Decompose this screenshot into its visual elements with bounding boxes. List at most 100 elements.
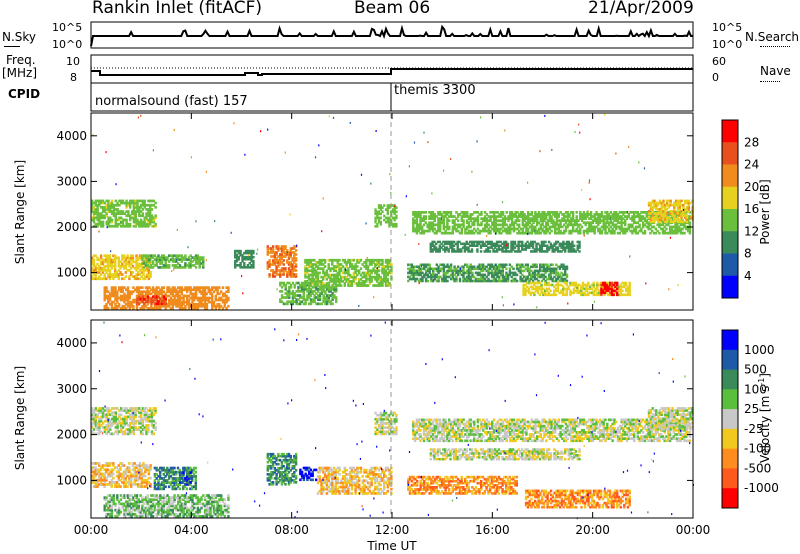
- heatmap-cell: [670, 227, 674, 231]
- heatmap-cell: [150, 266, 153, 269]
- heatmap-cell: [451, 227, 454, 231]
- heatmap-cell: [588, 223, 591, 227]
- heatmap-cell: [316, 277, 320, 281]
- heatmap-cell: [300, 300, 304, 304]
- heatmap-cell: [575, 217, 578, 220]
- heatmap-cell: [138, 206, 141, 209]
- heatmap-cell: [117, 269, 120, 272]
- heatmap-cell: [523, 279, 526, 283]
- heatmap-cell: [440, 263, 444, 267]
- heatmap-cell: [547, 246, 551, 249]
- heatmap-cell: [499, 248, 502, 251]
- heatmap-cell: [408, 267, 412, 271]
- heatmap-cell: [454, 250, 458, 253]
- heatmap-cell: [184, 266, 187, 269]
- heatmap-cell: [685, 220, 689, 224]
- heatmap-cell: [656, 203, 660, 207]
- heatmap-cell: [649, 212, 653, 215]
- heatmap-cell: [460, 273, 463, 277]
- heatmap-cell: [336, 258, 339, 262]
- heatmap-cell: [448, 225, 451, 229]
- heatmap-cell: [656, 215, 659, 218]
- heatmap-cell: [610, 291, 614, 295]
- heatmap-cell: [426, 229, 429, 233]
- heatmap-cell: [462, 269, 465, 273]
- heatmap-cell: [462, 267, 465, 271]
- heatmap-cell: [110, 413, 114, 417]
- heatmap-cell: [452, 240, 456, 244]
- heatmap-cell: [105, 413, 108, 417]
- heatmap-cell: [530, 269, 533, 273]
- heatmap-cell: [478, 273, 481, 277]
- heatmap-cell: [110, 220, 114, 224]
- heatmap-cell: [146, 307, 149, 310]
- heatmap-cell: [280, 251, 284, 254]
- heatmap-cell: [612, 283, 615, 287]
- heatmap-cell: [660, 207, 663, 211]
- heatmap-cell: [559, 219, 562, 222]
- heatmap-cell: [135, 286, 139, 289]
- heatmap-cell: [603, 281, 607, 285]
- heatmap-cell: [308, 287, 311, 291]
- heatmap-cell: [125, 307, 128, 310]
- heatmap-speckle: [230, 231, 232, 234]
- heatmap-cell: [609, 221, 613, 225]
- heatmap-cell: [110, 212, 114, 215]
- heatmap-cell: [687, 203, 690, 207]
- heatmap-cell: [202, 262, 205, 265]
- heatmap-cell: [664, 205, 667, 209]
- heatmap-cell: [178, 302, 182, 306]
- heatmap-cell: [123, 224, 126, 228]
- heatmap-cell: [422, 215, 426, 218]
- heatmap-cell: [109, 201, 112, 205]
- heatmap-cell: [419, 231, 422, 235]
- heatmap-cell: [501, 269, 504, 273]
- heatmap-cell: [147, 273, 151, 276]
- heatmap-cell: [193, 286, 196, 289]
- heatmap-cell: [137, 302, 141, 306]
- heatmap-cell: [453, 219, 456, 222]
- heatmap-cell: [482, 263, 485, 267]
- heatmap-cell: [433, 231, 436, 235]
- heatmap-cell: [668, 231, 672, 235]
- heatmap-cell: [471, 279, 474, 283]
- heatmap-cell: [175, 254, 178, 257]
- heatmap-cell: [347, 258, 350, 262]
- heatmap-cell: [160, 302, 164, 306]
- heatmap-cell: [649, 223, 652, 227]
- heatmap-cell: [559, 229, 562, 233]
- heatmap-cell: [680, 199, 683, 203]
- heatmap-cell: [594, 289, 597, 293]
- heatmap-cell: [444, 273, 447, 277]
- heatmap-cell: [523, 275, 526, 279]
- heatmap-cell: [474, 271, 478, 275]
- heatmap-cell: [572, 287, 576, 291]
- heatmap-speckle: [567, 302, 569, 305]
- heatmap-cell: [132, 216, 136, 220]
- heatmap-cell: [209, 300, 212, 304]
- heatmap-cell: [149, 271, 152, 274]
- heatmap-cell: [556, 246, 560, 249]
- heatmap-cell: [120, 199, 123, 203]
- heatmap-cell: [187, 302, 191, 306]
- heatmap-cell: [306, 267, 309, 270]
- heatmap-cell: [202, 286, 205, 289]
- heatmap-cell: [684, 207, 687, 211]
- heatmap-cell: [533, 287, 536, 291]
- heatmap-cell: [560, 246, 563, 249]
- heatmap-cell: [497, 240, 501, 244]
- heatmap-cell: [505, 277, 508, 281]
- heatmap-cell: [687, 207, 690, 211]
- heatmap-cell: [107, 409, 110, 412]
- heatmap-cell: [656, 212, 660, 215]
- heatmap-cell: [182, 266, 185, 269]
- heatmap-cell: [571, 283, 574, 287]
- heatmap-cell: [683, 223, 686, 227]
- heatmap-speckle: [501, 201, 504, 204]
- heatmap-cell: [196, 254, 200, 257]
- heatmap-cell: [234, 262, 237, 265]
- heatmap-cell: [460, 231, 463, 235]
- heatmap-cell: [141, 307, 144, 310]
- heatmap-cell: [377, 204, 381, 207]
- heatmap-cell: [615, 213, 618, 216]
